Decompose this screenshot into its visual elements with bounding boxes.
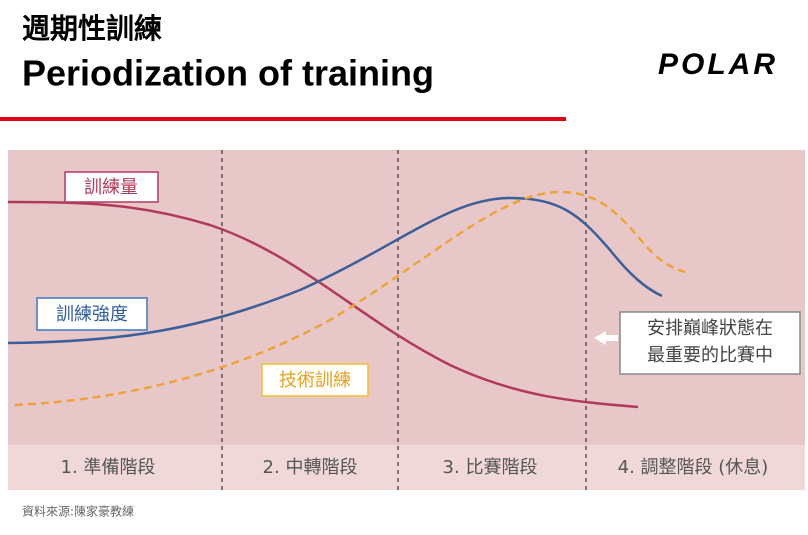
note-box	[619, 311, 801, 375]
label-box	[36, 297, 148, 331]
logo: POLAR	[658, 48, 778, 81]
curve-label: 訓練量	[84, 177, 138, 198]
phase-label: 4. 調整階段 (休息)	[618, 457, 769, 478]
phase-label: 3. 比賽階段	[443, 456, 538, 478]
phase-dividers	[221, 150, 587, 490]
volume-curve	[7, 200, 639, 409]
title-en: Periodization of training	[22, 53, 434, 94]
label-box	[261, 363, 369, 397]
title-zh: 週期性訓練	[22, 12, 162, 45]
curve-label: 訓練強度	[56, 304, 128, 325]
phase-label: 1. 準備階段	[61, 457, 156, 478]
source: 資料來源:陳家豪教練	[22, 504, 134, 519]
note-line: 安排巔峰狀態在	[647, 318, 773, 339]
intensity-curve	[7, 196, 663, 345]
curve-label: 技術訓練	[279, 370, 351, 391]
note-arrow	[594, 331, 618, 345]
label-box	[64, 171, 159, 203]
phase-label: 2. 中轉階段	[263, 457, 358, 478]
note-line: 最重要的比賽中	[647, 344, 773, 366]
phase-band	[8, 445, 805, 490]
technique-curve	[14, 190, 686, 407]
